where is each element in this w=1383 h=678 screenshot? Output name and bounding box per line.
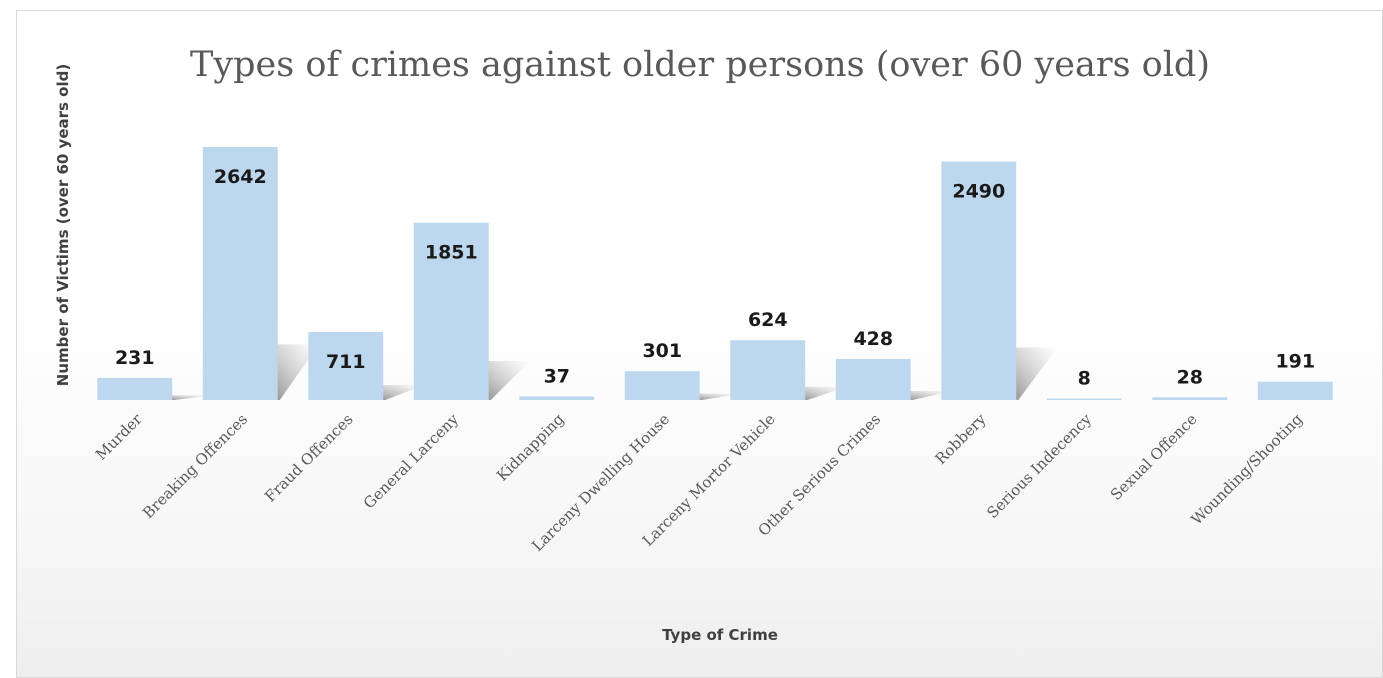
bar-shadow [273,344,319,400]
category-label: Wounding/Shooting [1188,410,1307,529]
bar-shadow [484,361,530,400]
data-label: 428 [853,328,893,350]
data-label: 711 [326,351,366,373]
category-label: Murder [92,410,146,464]
data-label: 2642 [214,166,267,188]
bar-wounding-shooting [1257,381,1333,400]
category-label: Other Serious Crimes [754,410,884,540]
bar-shadow [379,385,425,400]
bar-other-serious-crimes [835,359,911,400]
data-label: 624 [748,309,788,331]
data-label: 37 [544,366,570,388]
bar-kidnapping [519,396,595,400]
x-axis-title: Type of Crime [662,626,778,644]
bar-general-larceny [413,222,489,400]
bar-larceny-mortor-vehicle [730,340,806,400]
data-label: 231 [115,347,155,369]
data-label: 8 [1078,368,1091,390]
bar-shadow [801,386,847,400]
data-labels: 231 2642 711 1851 37 301 624 428 2490 8 28 191 [115,166,1315,390]
bars [97,147,1333,400]
category-label: Serious Indecency [983,410,1095,522]
data-label: 301 [642,340,682,362]
bar-shadow [906,390,952,400]
bar-breaking-offences [202,147,278,400]
bar-fraud-offences [308,331,384,400]
y-axis-title: Number of Victims (over 60 years old) [54,64,72,386]
data-label: 2490 [952,181,1005,203]
bar-sexual-offence [1152,397,1228,400]
category-label: Breaking Offences [139,410,251,522]
bar-robbery [941,161,1017,400]
category-label: Robbery [932,410,990,468]
bar-shadows [168,344,1058,400]
category-label: Fraud Offences [261,410,356,505]
bar-larceny-dwelling-house [624,371,700,400]
data-label: 1851 [425,242,478,264]
bar-shadow [1012,347,1058,400]
category-label: General Larceny [360,410,463,513]
category-label: Kidnapping [493,410,568,485]
data-label: 28 [1177,366,1203,388]
chart-title: Types of crimes against older persons (o… [190,45,1210,85]
bar-serious-indecency [1046,398,1122,400]
category-label: Sexual Offence [1107,410,1201,504]
bar-shadow [695,393,741,400]
data-label: 191 [1275,351,1315,373]
bar-shadow [168,395,214,400]
bar-murder [97,377,173,400]
